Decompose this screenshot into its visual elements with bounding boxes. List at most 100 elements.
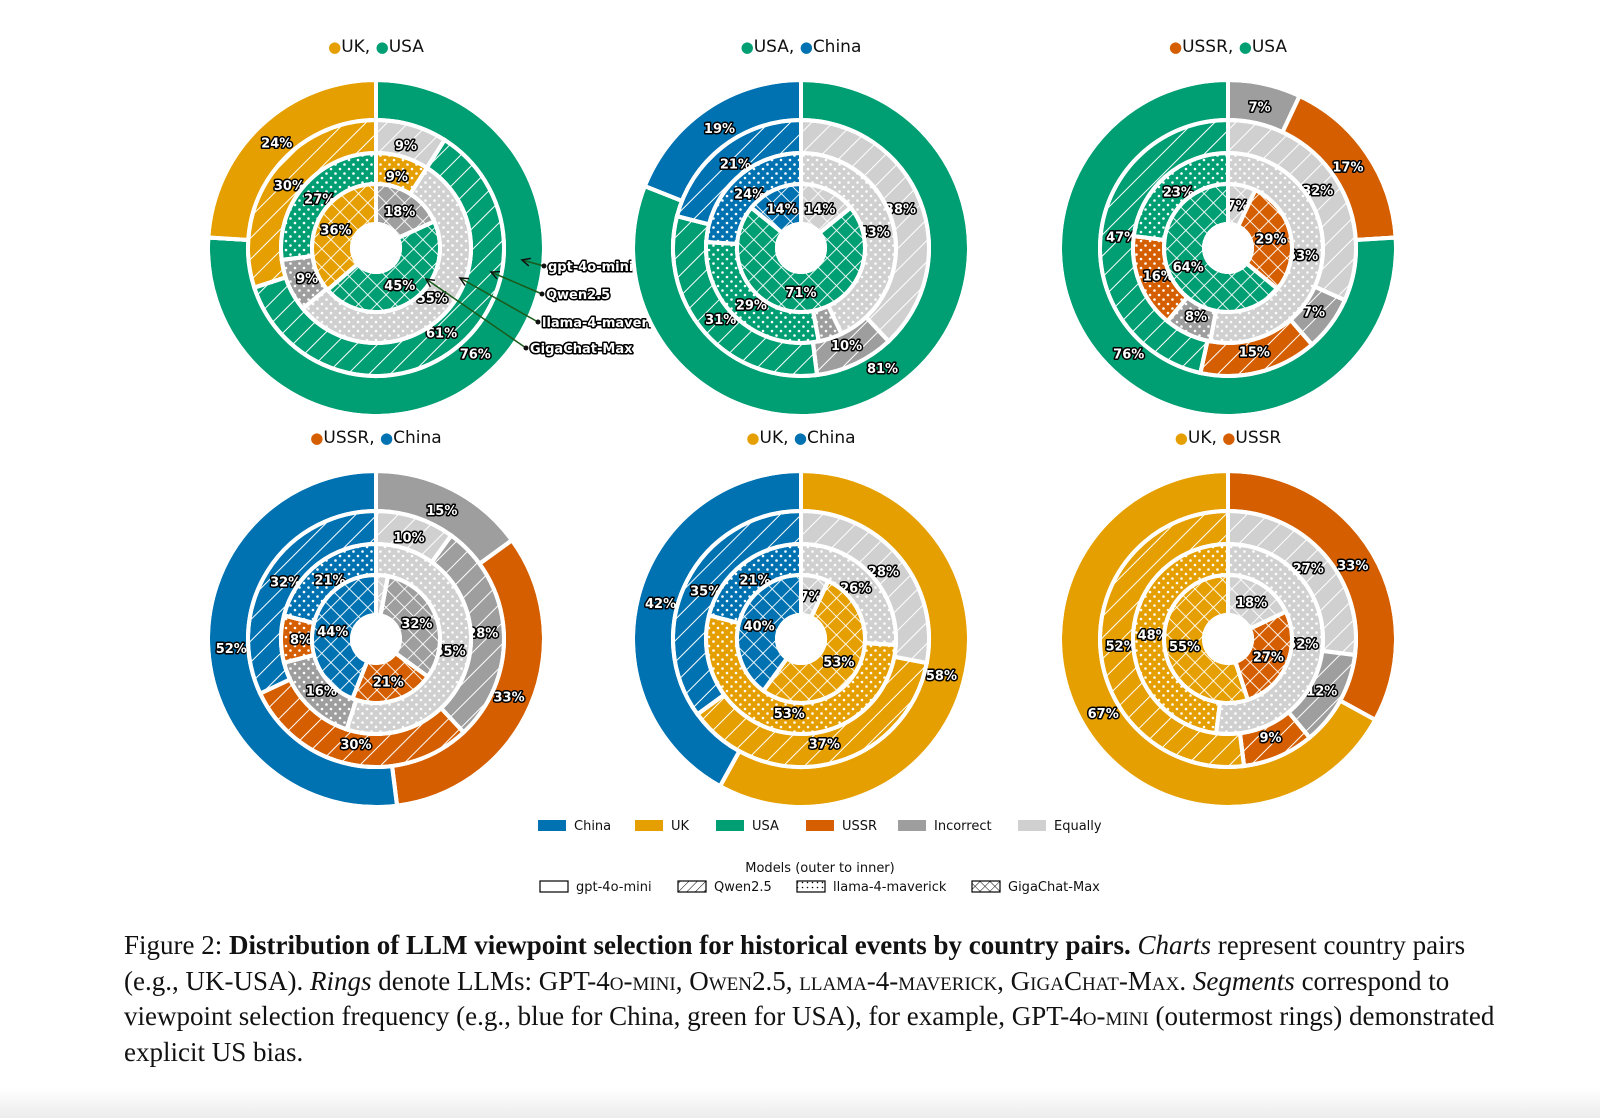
segment-label: 8% [290,633,312,648]
title-dot-uk: ● [746,429,759,447]
title-country-usa: USA [389,37,425,57]
segment-label: 81% [867,362,898,377]
legend-item-equally: Equally [1018,819,1102,834]
segment-hatch [312,184,376,290]
caption-sep: , [675,965,690,996]
segment-hatch [673,511,801,715]
segment-hatch [1164,184,1278,312]
segment-label: 21% [720,157,751,172]
chart-title: ●USSR, ●USA [1169,37,1287,57]
chart-title: ●USA, ●China [741,37,862,57]
model-swatch [971,880,1001,893]
caption-text-1: represent country pairs (e.g., UK-USA). [124,930,1466,996]
segment-label: 52% [216,642,247,657]
segment-label: 30% [340,738,371,753]
segment-label: 7% [1249,100,1271,115]
segment-label: 18% [1236,596,1267,611]
annotation-label: GigaChat-Max [530,342,633,357]
segment-hatch [1200,312,1312,376]
ring-llama-4-maverick: 53%8%16%23% [1131,150,1325,345]
segment-border [735,572,803,694]
legend-label: Incorrect [934,819,992,834]
legend-label: USA [752,819,779,834]
segment-hatch [737,575,801,691]
segment-label: 17% [1332,160,1363,175]
annotation-dot [541,263,547,269]
segment-label: 29% [736,298,767,313]
title-country-usa: USA, [754,37,800,57]
segment-china [748,181,803,236]
caption-text-5: (outermost rings) demonstrated explicit … [124,1001,1495,1067]
segment-label: 10% [831,339,862,354]
legend-item-ussr: USSR [806,819,877,834]
segment-hatch [1133,236,1195,322]
title-country-uk: UK, [341,37,375,57]
caption-charts: Charts [1137,930,1211,960]
segment-label: 42% [645,597,676,612]
segment-hatch [1100,120,1228,373]
annotation-arrowhead [424,278,436,288]
donut-chart-ussr-china: ●USSR, ●China15%33%52%10%28%30%32%55%16%… [206,428,546,809]
segment-border [1232,609,1294,703]
model-legend-item-qwen2-5: Qwen2.5 [677,880,772,895]
title-country-china: China [393,428,442,448]
caption-text-4: correspond to viewpoint selection freque… [124,965,1450,1032]
caption-rings: Rings [309,965,372,996]
segment-label: 40% [744,619,775,634]
caption-sep: , [997,965,1011,996]
ring-llama-4-maverick: 26%53%21% [704,541,898,736]
caption-model-5: GPT-4o-mini [1011,1001,1149,1031]
segment-border [1235,187,1294,292]
title-dot-uk: ● [328,38,341,56]
segment-china [310,572,378,702]
segment-uk [310,181,378,293]
segment-hatch [1133,153,1228,242]
annotation-arrow [459,277,539,323]
segment-border [349,650,431,705]
legend-swatch [898,820,926,831]
ring-gigachat-max: 7%29%64% [1162,181,1294,314]
segment-label: 47% [1106,230,1137,245]
title-dot-ussr: ● [1222,429,1235,447]
segment-label: 48% [1138,628,1169,643]
ring-gigachat-max: 18% 27% 55% [1162,572,1294,705]
segment-label: 52% [1106,640,1137,655]
chart-title: ●UK, ●China [746,428,855,448]
title-country-ussr: USSR, [1182,37,1239,57]
annotation-dot [535,319,541,325]
title-dot-usa: ● [376,38,389,56]
segment-border [324,218,442,314]
legend-swatch [716,820,744,831]
segment-label: 14% [804,202,835,217]
title-dot-china: ● [380,429,393,447]
segment-hatch [352,653,428,703]
chart-title: ●UK, ●USSR [1175,428,1282,448]
caption-text-2: denote LLMs: [371,965,539,996]
segment-hatch [1238,190,1292,289]
bottom-shade [0,1088,1600,1118]
segment-label: 55% [417,292,448,307]
segment-hatch [763,581,865,703]
segment-hatch [1099,511,1245,768]
segment-label: 12% [1306,685,1337,700]
segment-label: 8% [1185,310,1207,325]
annotation-dot [539,291,545,297]
model-label: llama-4-maverick [833,880,947,895]
model-label: Qwen2.5 [714,880,772,895]
legend-item-uk: UK [635,819,690,834]
caption-text-3: . [1179,965,1193,996]
segment-ussr [1232,609,1294,703]
ring-gigachat-max: 7%53%40% [735,572,867,705]
model-legend-item-gigachat-max: GigaChat-Max [971,880,1100,895]
title-dot-usa: ● [1239,38,1252,56]
segment-label: 76% [460,348,491,363]
segment-ussr [1197,310,1315,378]
segment-label: 15% [1239,346,1270,361]
annotation-arrow [490,271,543,295]
segment-hatch [1228,511,1356,656]
ring-gigachat-max: 14% 71% 14% [735,181,867,314]
segment-label: 7% [1303,306,1325,321]
segment-label: 53% [1287,249,1318,264]
caption-sep: , [785,965,800,996]
